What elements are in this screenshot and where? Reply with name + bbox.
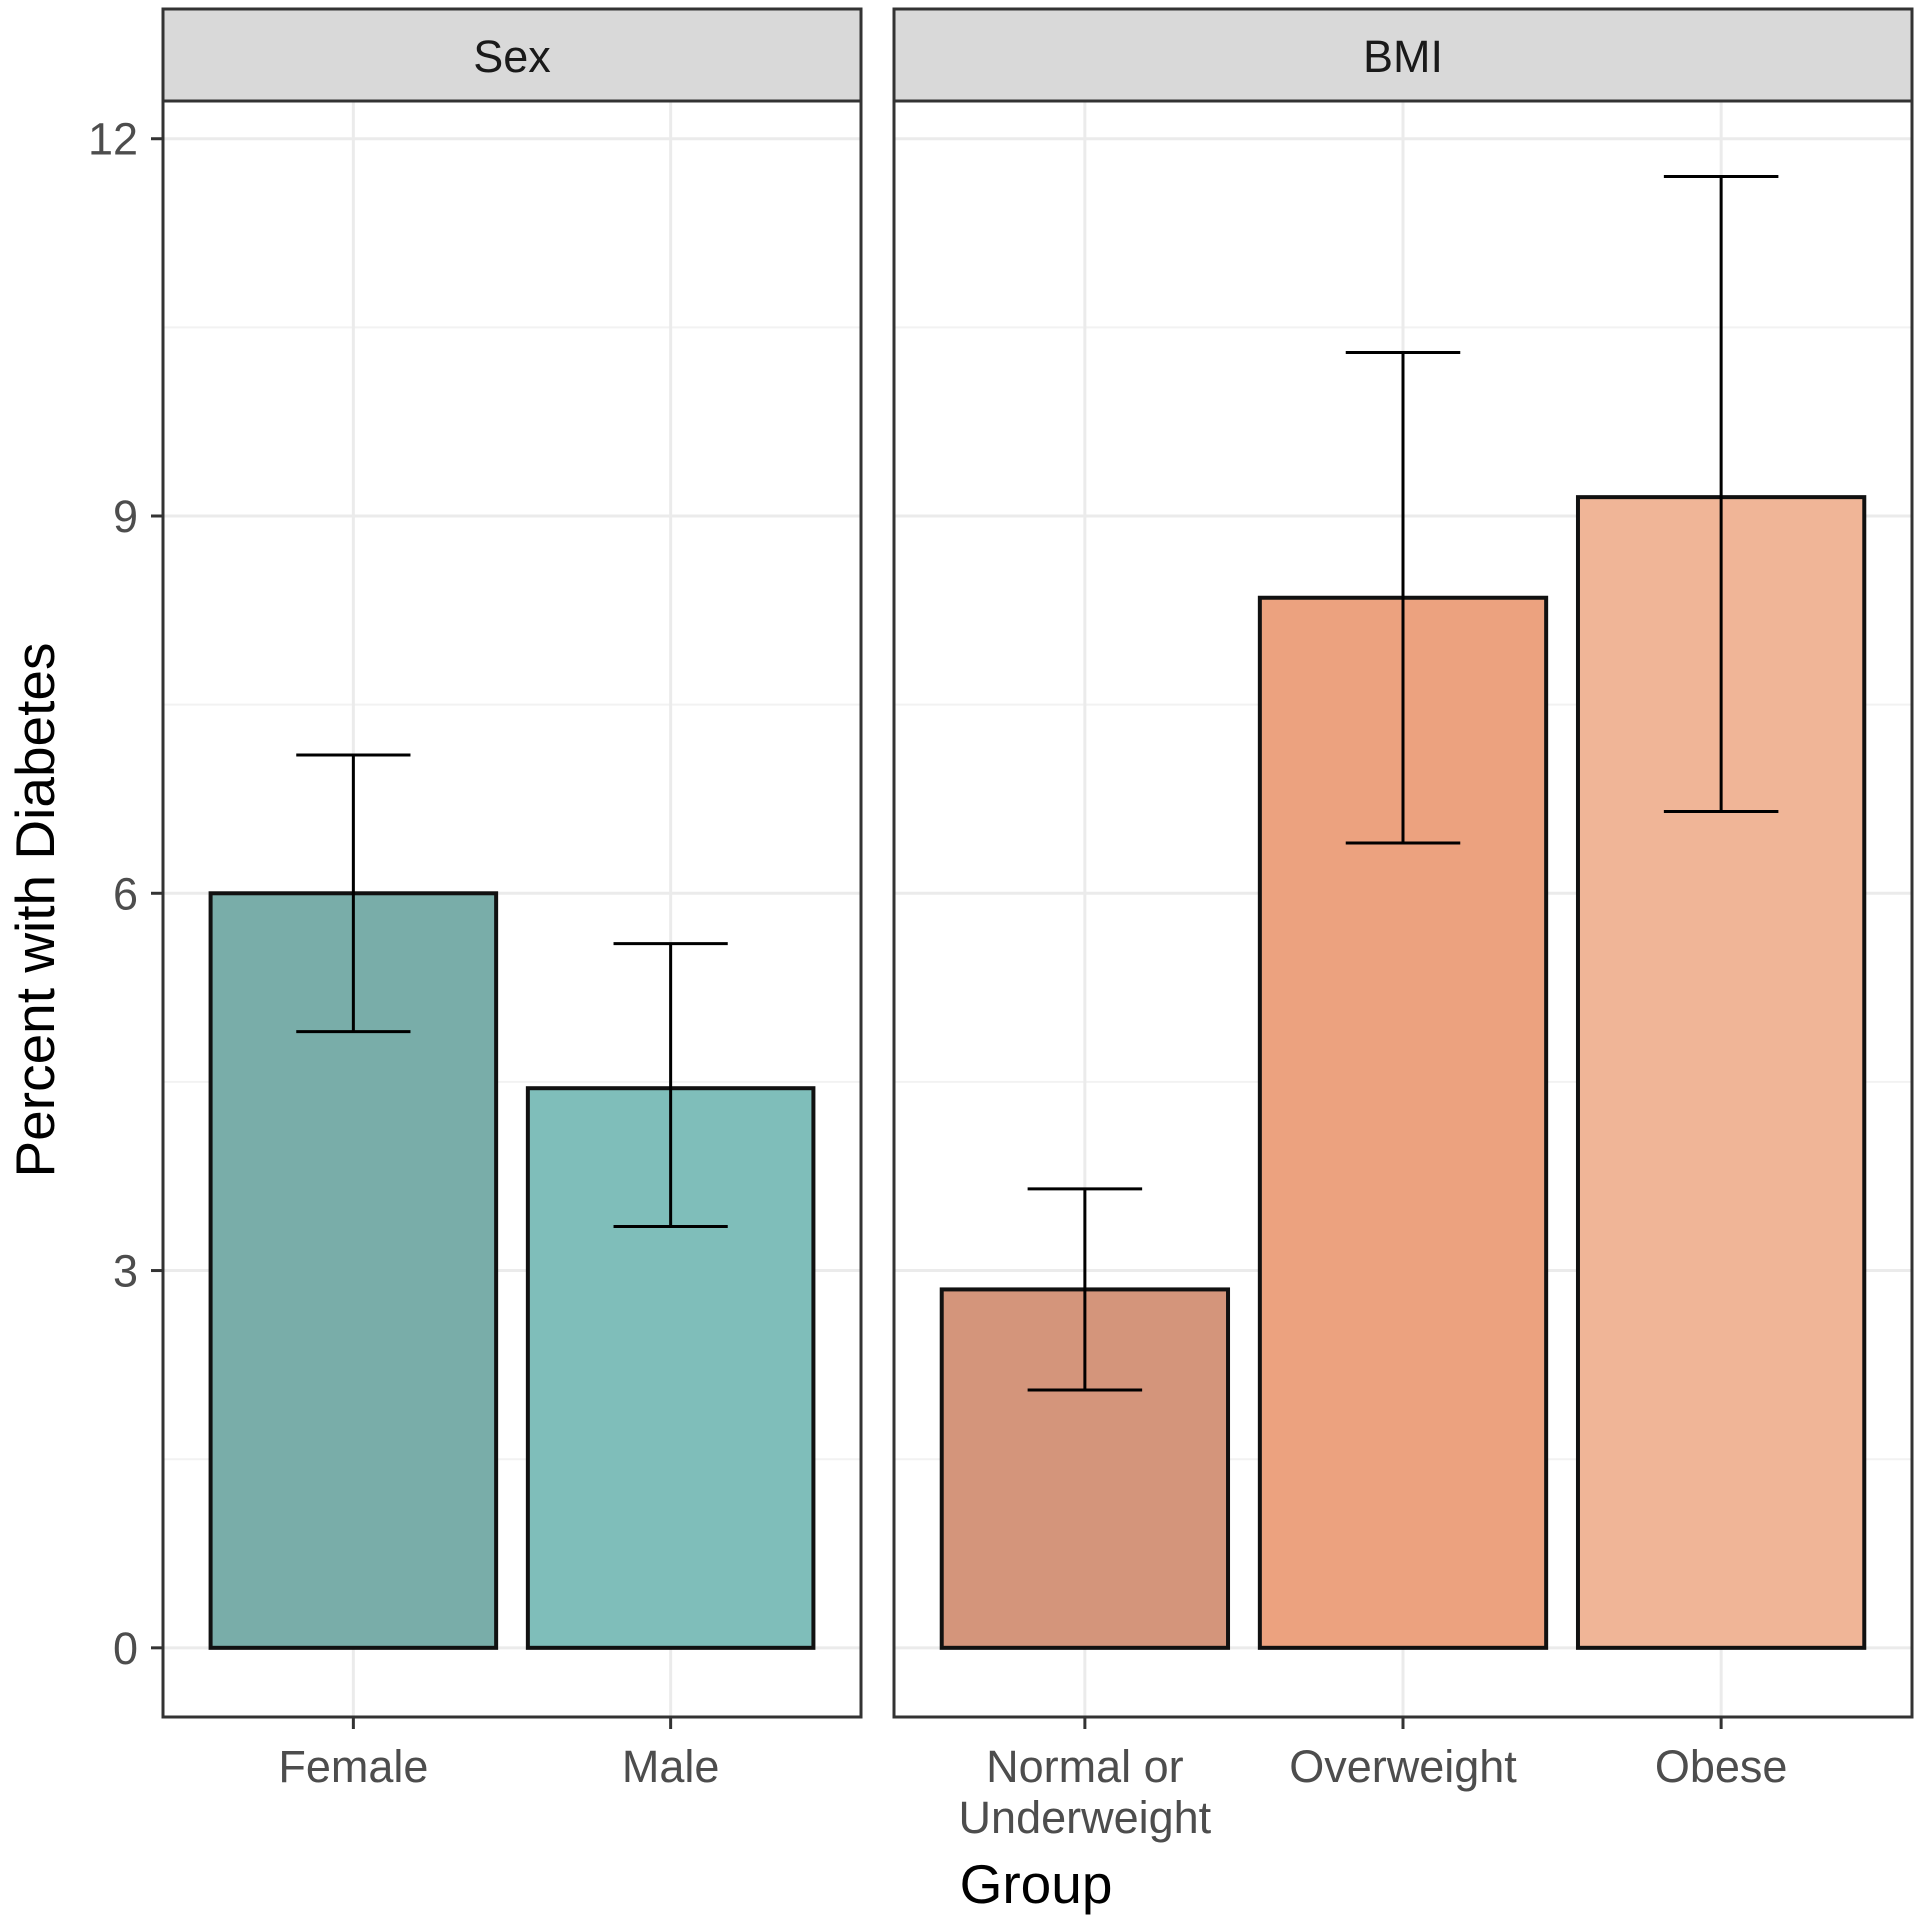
y-axis: 0 3 6 9 12 — [88, 114, 163, 1674]
x-tick-label-line: Overweight — [1289, 1741, 1517, 1792]
x-tick-label: Overweight — [1289, 1741, 1517, 1792]
x-tick-label-line: Male — [622, 1741, 720, 1792]
x-tick-label-line: Underweight — [959, 1792, 1212, 1843]
y-tick-label: 3 — [113, 1246, 138, 1297]
x-tick-label: Normal or Underweight — [959, 1741, 1212, 1843]
strip-background — [161, 7, 863, 103]
y-tick-label: 12 — [88, 114, 138, 165]
strip-background — [892, 7, 1914, 103]
strip-label-bmi: BMI — [1363, 31, 1443, 82]
x-axis-title: Group — [960, 1853, 1113, 1915]
y-axis-title: Percent with Diabetes — [4, 643, 66, 1178]
y-tick-label: 9 — [113, 491, 138, 542]
x-tick-label: Obese — [1655, 1741, 1788, 1792]
x-tick-label: Male — [622, 1741, 720, 1792]
panel-border — [161, 99, 863, 1719]
x-tick-label: Female — [278, 1741, 428, 1792]
facet-bmi: BMI Normal or Underweight Overweight Obese — [892, 7, 1914, 1843]
y-tick-label: 0 — [113, 1623, 138, 1674]
x-tick-label-line: Female — [278, 1741, 428, 1792]
x-tick-label-line: Normal or — [986, 1741, 1184, 1792]
strip-label-sex: Sex — [473, 31, 551, 82]
x-tick-label-line: Obese — [1655, 1741, 1788, 1792]
y-tick-label: 6 — [113, 868, 138, 919]
facet-sex: Sex Female Male — [161, 7, 863, 1792]
